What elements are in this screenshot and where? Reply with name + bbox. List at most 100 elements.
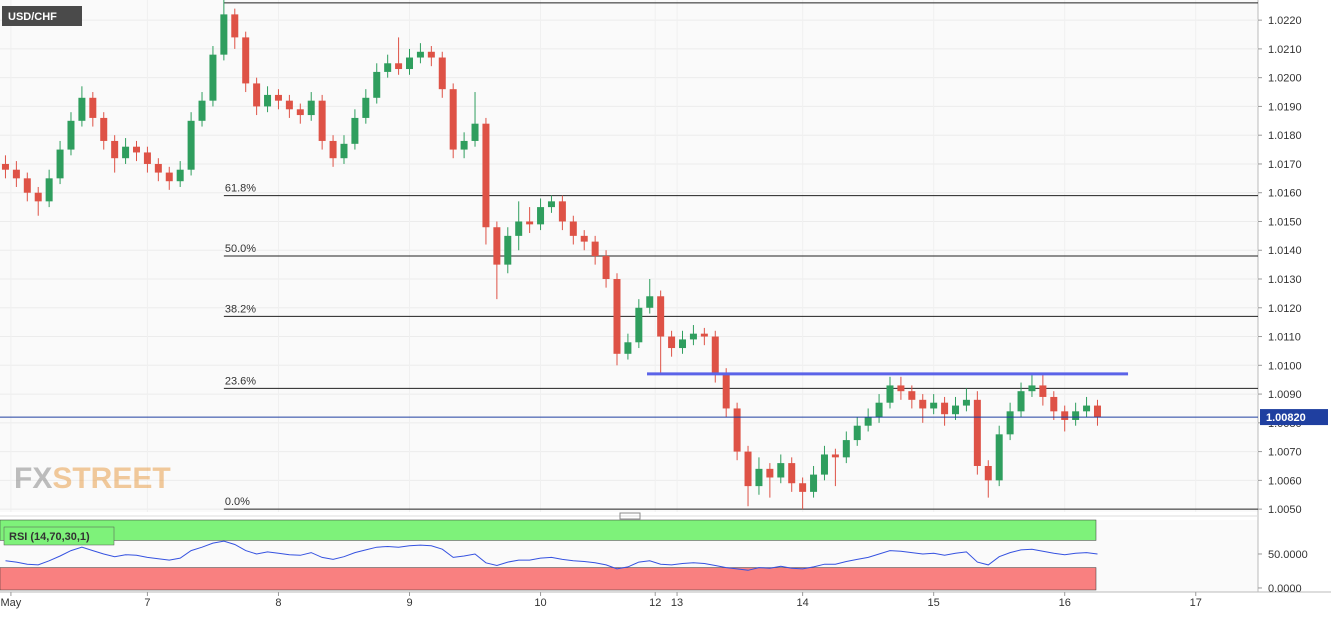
y-tick-label: 1.0060	[1268, 475, 1302, 487]
candle-body	[67, 120, 75, 150]
candle-body	[679, 339, 687, 349]
candle-body	[689, 333, 697, 340]
candle-body	[558, 201, 566, 222]
y-tick-label: 1.0140	[1268, 245, 1302, 257]
candle-body	[1050, 396, 1058, 412]
candle-body	[460, 140, 468, 150]
fib-label: 38.2%	[225, 303, 256, 315]
watermark: FXSTREET	[14, 462, 171, 495]
candle-body	[547, 201, 555, 208]
x-tick-label: 16	[1059, 597, 1071, 609]
candle-body	[897, 385, 905, 392]
candle-body	[526, 221, 534, 225]
candle-body	[842, 440, 850, 458]
candle-body	[591, 241, 599, 256]
fib-label: 23.6%	[225, 375, 256, 387]
candle-body	[875, 402, 883, 418]
candle-body	[264, 94, 272, 107]
rsi-line	[5, 540, 1098, 571]
candle-body	[613, 279, 621, 354]
candle-body	[406, 57, 414, 70]
candle-body	[438, 57, 446, 90]
rsi-tick-label: 0.0000	[1268, 583, 1302, 595]
candle-body	[646, 296, 654, 308]
y-tick-label: 1.0160	[1268, 188, 1302, 200]
candle-body	[285, 100, 293, 110]
candle-body	[362, 97, 370, 118]
candle-body	[56, 149, 64, 179]
candle-body	[34, 192, 42, 202]
candle-body	[231, 14, 239, 38]
fib-label: 0.0%	[225, 496, 250, 508]
rsi-label: RSI (14,70,30,1)	[9, 531, 90, 543]
y-tick-label: 1.0190	[1268, 101, 1302, 113]
candle-body	[143, 152, 151, 164]
candle-body	[384, 63, 392, 72]
y-tick-label: 1.0210	[1268, 44, 1302, 56]
candle-body	[395, 63, 403, 70]
candle-body	[242, 37, 250, 84]
candle-body	[449, 89, 457, 150]
last-price-label: 1.00820	[1266, 412, 1306, 424]
y-tick-label: 1.0110	[1268, 332, 1301, 344]
candle-body	[1083, 405, 1091, 412]
candle-body	[1039, 385, 1047, 397]
candle-body	[100, 117, 108, 141]
candle-body	[209, 54, 217, 101]
candle-body	[580, 235, 588, 242]
title-box	[2, 6, 82, 26]
candle-body	[1017, 391, 1025, 412]
candle-body	[351, 117, 359, 144]
candle-body	[831, 454, 839, 458]
candle-body	[111, 140, 119, 159]
candle-body	[777, 463, 785, 478]
x-tick-label: 15	[928, 597, 940, 609]
candle-body	[515, 221, 523, 236]
candle-body	[657, 296, 665, 337]
x-tick-label: 10	[534, 597, 546, 609]
candle-body	[78, 97, 86, 121]
candle-body	[722, 373, 730, 409]
candle-body	[133, 146, 141, 153]
y-tick-label: 1.0180	[1268, 130, 1302, 142]
last-price-box	[1260, 409, 1328, 426]
candle-body	[962, 399, 970, 406]
overbought-zone	[0, 519, 1097, 541]
candle-body	[766, 468, 774, 478]
candle-body	[820, 454, 828, 475]
fib-label: 50.0%	[225, 243, 256, 255]
candle-body	[755, 468, 763, 487]
candle-body	[471, 123, 479, 141]
candle-body	[602, 256, 610, 280]
candle-body	[504, 235, 512, 265]
candle-body	[788, 463, 796, 484]
candle-body	[941, 402, 949, 415]
candle-body	[187, 120, 195, 170]
candle-body	[373, 71, 381, 98]
y-tick-label: 1.0050	[1268, 504, 1302, 516]
x-tick-label: 14	[797, 597, 809, 609]
candle-body	[329, 140, 337, 159]
x-tick-label: 7	[144, 597, 150, 609]
candle-body	[122, 146, 130, 159]
y-tick-label: 1.0170	[1268, 159, 1302, 171]
candle-body	[165, 172, 173, 182]
candle-body	[12, 169, 20, 179]
candle-body	[700, 333, 708, 337]
x-tick-label: 17	[1190, 597, 1202, 609]
candle-body	[864, 417, 872, 426]
candle-body	[711, 336, 719, 374]
x-tick-label: 9	[406, 597, 412, 609]
candle-body	[427, 51, 435, 58]
candle-body	[176, 169, 184, 182]
x-tick-label: 8	[275, 597, 281, 609]
candle-body	[154, 163, 162, 173]
candle-body	[853, 425, 861, 441]
rsi-tick-label: 50.0000	[1268, 549, 1308, 561]
candle-body	[1028, 385, 1036, 392]
candle-body	[198, 100, 206, 121]
candle-body	[810, 474, 818, 492]
watermark-part: STREET	[52, 462, 170, 495]
pane-handle[interactable]	[619, 512, 641, 520]
candle-body	[930, 402, 938, 409]
